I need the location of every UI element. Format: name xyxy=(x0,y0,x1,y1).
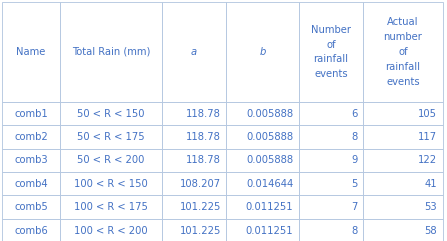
Bar xyxy=(162,125,226,149)
Bar xyxy=(162,195,226,219)
Text: 100 < R < 200: 100 < R < 200 xyxy=(74,226,148,235)
Bar xyxy=(60,172,162,195)
Text: b: b xyxy=(259,47,266,57)
Bar xyxy=(162,102,226,125)
Bar xyxy=(226,2,299,102)
Bar xyxy=(162,172,226,195)
Text: 5: 5 xyxy=(351,179,358,189)
Text: 7: 7 xyxy=(351,202,358,212)
Bar xyxy=(299,102,363,125)
Text: 118.78: 118.78 xyxy=(186,155,221,165)
Bar xyxy=(363,102,443,125)
Bar xyxy=(60,149,162,172)
Bar xyxy=(363,172,443,195)
Text: 118.78: 118.78 xyxy=(186,132,221,142)
Bar xyxy=(363,2,443,102)
Text: 108.207: 108.207 xyxy=(180,179,221,189)
Text: comb2: comb2 xyxy=(14,132,48,142)
Text: Name: Name xyxy=(17,47,46,57)
Text: 100 < R < 175: 100 < R < 175 xyxy=(74,202,148,212)
Text: 0.011251: 0.011251 xyxy=(246,226,293,235)
Bar xyxy=(299,125,363,149)
Bar xyxy=(2,195,60,219)
Text: 50 < R < 175: 50 < R < 175 xyxy=(77,132,145,142)
Bar xyxy=(162,2,226,102)
Bar xyxy=(226,172,299,195)
Text: a: a xyxy=(191,47,197,57)
Bar xyxy=(226,195,299,219)
Text: comb5: comb5 xyxy=(14,202,48,212)
Text: comb6: comb6 xyxy=(14,226,48,235)
Text: 8: 8 xyxy=(352,226,358,235)
Text: 0.014644: 0.014644 xyxy=(246,179,293,189)
Text: 117: 117 xyxy=(418,132,437,142)
Bar xyxy=(2,102,60,125)
Bar xyxy=(299,2,363,102)
Bar xyxy=(226,149,299,172)
Bar xyxy=(226,102,299,125)
Bar xyxy=(60,195,162,219)
Text: 101.225: 101.225 xyxy=(180,202,221,212)
Text: 50 < R < 150: 50 < R < 150 xyxy=(77,109,144,119)
Text: 9: 9 xyxy=(351,155,358,165)
Bar xyxy=(299,172,363,195)
Bar xyxy=(162,219,226,241)
Bar xyxy=(2,125,60,149)
Text: 100 < R < 150: 100 < R < 150 xyxy=(74,179,148,189)
Text: 105: 105 xyxy=(418,109,437,119)
Bar xyxy=(60,219,162,241)
Text: 50 < R < 200: 50 < R < 200 xyxy=(77,155,144,165)
Text: 8: 8 xyxy=(352,132,358,142)
Bar xyxy=(226,125,299,149)
Text: comb1: comb1 xyxy=(14,109,48,119)
Bar xyxy=(2,149,60,172)
Bar xyxy=(2,2,60,102)
Bar xyxy=(363,195,443,219)
Text: 58: 58 xyxy=(425,226,437,235)
Bar xyxy=(226,219,299,241)
Text: 41: 41 xyxy=(425,179,437,189)
Bar xyxy=(60,125,162,149)
Text: comb3: comb3 xyxy=(14,155,48,165)
Text: Total Rain (mm): Total Rain (mm) xyxy=(72,47,150,57)
Bar xyxy=(363,219,443,241)
Text: 0.011251: 0.011251 xyxy=(246,202,293,212)
Bar xyxy=(299,219,363,241)
Text: 53: 53 xyxy=(425,202,437,212)
Text: 0.005888: 0.005888 xyxy=(246,132,293,142)
Text: comb4: comb4 xyxy=(14,179,48,189)
Bar xyxy=(60,102,162,125)
Bar xyxy=(299,149,363,172)
Bar xyxy=(2,219,60,241)
Text: Actual
number
of
rainfall
events: Actual number of rainfall events xyxy=(384,17,422,87)
Text: 0.005888: 0.005888 xyxy=(246,109,293,119)
Bar xyxy=(363,149,443,172)
Text: 122: 122 xyxy=(418,155,437,165)
Text: 118.78: 118.78 xyxy=(186,109,221,119)
Text: 101.225: 101.225 xyxy=(180,226,221,235)
Bar xyxy=(60,2,162,102)
Bar xyxy=(299,195,363,219)
Text: 0.005888: 0.005888 xyxy=(246,155,293,165)
Bar xyxy=(2,172,60,195)
Bar xyxy=(363,125,443,149)
Text: Number
of
rainfall
events: Number of rainfall events xyxy=(311,25,351,79)
Bar xyxy=(162,149,226,172)
Text: 6: 6 xyxy=(351,109,358,119)
